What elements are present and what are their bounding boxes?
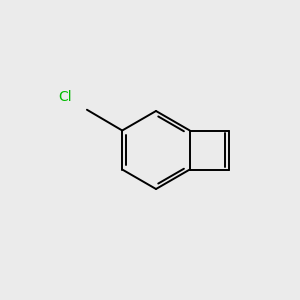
Text: Cl: Cl — [58, 90, 72, 104]
